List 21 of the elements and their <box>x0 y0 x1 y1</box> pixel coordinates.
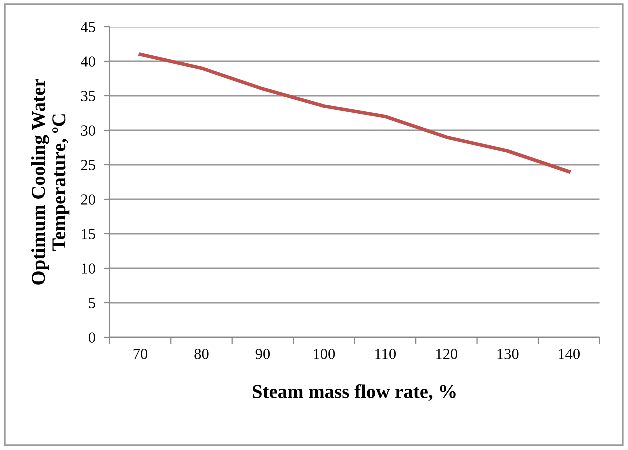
x-tick-label: 140 <box>559 349 580 360</box>
x-axis-title: Steam mass flow rate, % <box>252 384 456 402</box>
y-tick-label: 30 <box>81 126 96 136</box>
y-tick-label: 10 <box>82 264 96 274</box>
y-tick-label: 20 <box>81 194 96 205</box>
y-tick-label: 5 <box>89 298 96 308</box>
x-tick-label: 100 <box>314 349 336 360</box>
y-tick-label: 40 <box>81 56 96 67</box>
x-tick-label: 80 <box>194 349 209 360</box>
x-tick-label: 70 <box>134 349 148 360</box>
y-tick-label: 45 <box>81 22 96 32</box>
y-tick-label: 25 <box>81 160 96 170</box>
x-tick-label: 90 <box>256 349 270 360</box>
x-tick-label: 120 <box>436 349 458 360</box>
y-tick-label: 0 <box>88 332 96 343</box>
x-tick-label: 110 <box>376 349 396 360</box>
y-tick-label: 35 <box>81 91 96 102</box>
line-series <box>138 52 571 174</box>
y-axis-title: Optimum Cooling Water Temperature, ºC <box>32 79 70 285</box>
x-tick-label: 130 <box>498 349 519 360</box>
y-tick-label: 15 <box>82 229 96 240</box>
